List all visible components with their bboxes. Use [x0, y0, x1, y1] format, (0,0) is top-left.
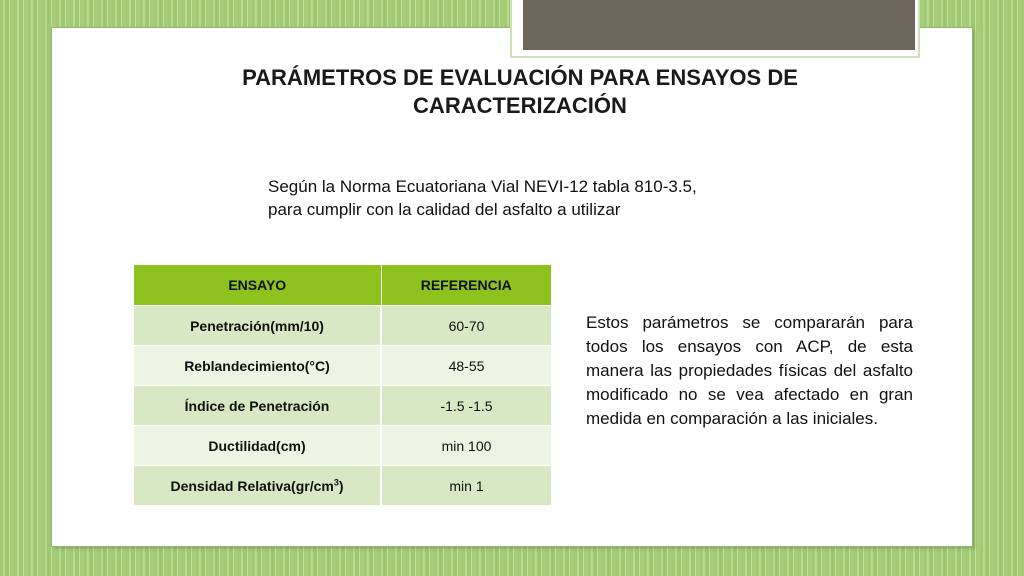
ensayo-cell: Penetración(mm/10) [133, 305, 382, 346]
ensayo-cell: Índice de Penetración [133, 385, 382, 426]
table-row: Penetración(mm/10) 60-70 [133, 305, 552, 346]
referencia-cell: min 1 [380, 465, 552, 506]
referencia-cell: -1.5 -1.5 [380, 385, 552, 426]
slide-title: PARÁMETROS DE EVALUACIÓN PARA ENSAYOS DE… [242, 65, 798, 118]
side-note: Estos parámetros se compararán para todo… [586, 313, 913, 428]
table-row: Densidad Relativa(gr/cm3) min 1 [133, 465, 552, 506]
referencia-cell: 60-70 [380, 305, 552, 346]
header-referencia: REFERENCIA [380, 264, 552, 306]
intro-text: Según la Norma Ecuatoriana Vial NEVI-12 … [268, 175, 788, 221]
table-row: Reblandecimiento(°C) 48-55 [133, 345, 552, 386]
referencia-cell: min 100 [380, 425, 552, 466]
intro-line-2: para cumplir con la calidad del asfalto … [268, 200, 621, 219]
parameters-table: ENSAYO REFERENCIA Penetración(mm/10) 60-… [133, 264, 552, 506]
table-row: Ductilidad(cm) min 100 [133, 425, 552, 466]
ensayo-text: Densidad Relativa(gr/cm [170, 477, 334, 494]
ensayo-text-end: ) [338, 477, 344, 494]
ensayo-cell: Ductilidad(cm) [133, 425, 382, 466]
superscript: 3 [333, 476, 339, 487]
table-row: Índice de Penetración -1.5 -1.5 [133, 385, 552, 426]
photo-placeholder [523, 0, 915, 50]
header-ensayo: ENSAYO [133, 264, 382, 306]
table-header-row: ENSAYO REFERENCIA [133, 264, 552, 306]
intro-line-1: Según la Norma Ecuatoriana Vial NEVI-12 … [268, 177, 697, 196]
referencia-cell: 48-55 [380, 345, 552, 386]
ensayo-cell: Reblandecimiento(°C) [133, 345, 382, 386]
ensayo-cell: Densidad Relativa(gr/cm3) [133, 465, 382, 506]
